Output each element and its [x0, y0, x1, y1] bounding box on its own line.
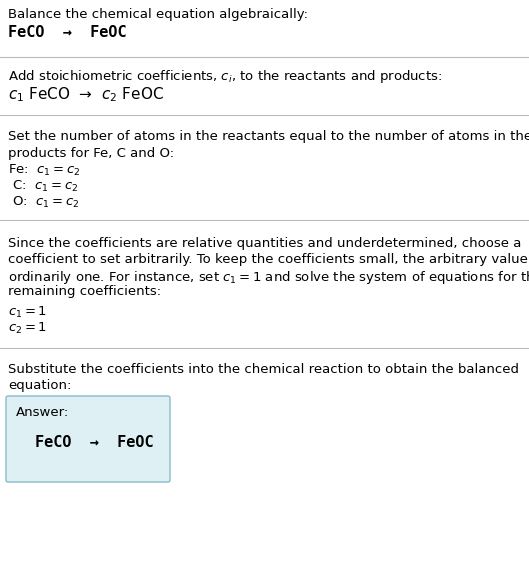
Text: coefficient to set arbitrarily. To keep the coefficients small, the arbitrary va: coefficient to set arbitrarily. To keep …	[8, 253, 529, 266]
Text: products for Fe, C and O:: products for Fe, C and O:	[8, 147, 174, 160]
Text: remaining coefficients:: remaining coefficients:	[8, 285, 161, 298]
Text: $c_1$ FeCO  →  $c_2$ FeOC: $c_1$ FeCO → $c_2$ FeOC	[8, 85, 164, 104]
Text: Fe:  $c_1 = c_2$: Fe: $c_1 = c_2$	[8, 163, 80, 178]
Text: equation:: equation:	[8, 379, 71, 392]
Text: ordinarily one. For instance, set $c_1 = 1$ and solve the system of equations fo: ordinarily one. For instance, set $c_1 =…	[8, 269, 529, 286]
Text: O:  $c_1 = c_2$: O: $c_1 = c_2$	[8, 195, 79, 210]
Text: $c_2 = 1$: $c_2 = 1$	[8, 321, 47, 336]
Text: Balance the chemical equation algebraically:: Balance the chemical equation algebraica…	[8, 8, 308, 21]
Text: FeCO  →  FeOC: FeCO → FeOC	[35, 435, 153, 450]
Text: Substitute the coefficients into the chemical reaction to obtain the balanced: Substitute the coefficients into the che…	[8, 363, 519, 376]
FancyBboxPatch shape	[6, 396, 170, 482]
Text: Answer:: Answer:	[16, 406, 69, 419]
Text: $c_1 = 1$: $c_1 = 1$	[8, 305, 47, 320]
Text: Since the coefficients are relative quantities and underdetermined, choose a: Since the coefficients are relative quan…	[8, 237, 521, 250]
Text: Add stoichiometric coefficients, $c_i$, to the reactants and products:: Add stoichiometric coefficients, $c_i$, …	[8, 68, 442, 85]
Text: Set the number of atoms in the reactants equal to the number of atoms in the: Set the number of atoms in the reactants…	[8, 130, 529, 143]
Text: C:  $c_1 = c_2$: C: $c_1 = c_2$	[8, 179, 78, 194]
Text: FeCO  →  FeOC: FeCO → FeOC	[8, 25, 126, 40]
